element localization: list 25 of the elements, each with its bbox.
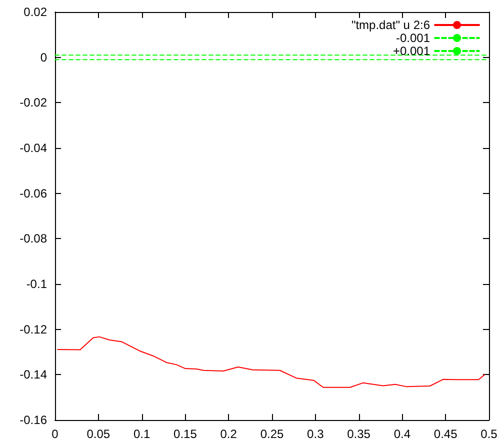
x-tick-label: 0.4 (394, 427, 411, 441)
y-tick-label: -0.16 (20, 413, 48, 427)
x-tick-label: 0.25 (260, 427, 284, 441)
x-tick-label: 0.5 (480, 427, 498, 441)
legend-label: "tmp.dat" u 2:6 (351, 18, 430, 32)
x-tick-label: 0.35 (347, 427, 371, 441)
x-tick-label: 0.15 (174, 427, 198, 441)
x-tick-label: 0.3 (307, 427, 324, 441)
legend-label: -0.001 (396, 31, 430, 45)
x-tick-label: 0.2 (220, 427, 238, 441)
y-tick-label: -0.04 (20, 141, 48, 155)
x-tick-label: 0.45 (434, 427, 458, 441)
x-tick-label: 0 (52, 427, 59, 441)
x-tick-label: 0.1 (133, 427, 150, 441)
y-tick-label: 0.02 (24, 5, 48, 19)
line-series (57, 336, 486, 388)
y-tick-label: -0.12 (20, 322, 48, 336)
y-tick-label: -0.08 (20, 232, 48, 246)
y-tick-label: -0.1 (26, 277, 48, 291)
y-tick-label: -0.14 (20, 368, 48, 382)
y-tick-label: -0.02 (20, 96, 48, 110)
y-tick-label: 0 (40, 50, 48, 64)
y-tick-label: -0.06 (20, 186, 48, 200)
legend-label: +0.001 (392, 44, 430, 58)
x-tick-label: 0.05 (86, 427, 110, 441)
